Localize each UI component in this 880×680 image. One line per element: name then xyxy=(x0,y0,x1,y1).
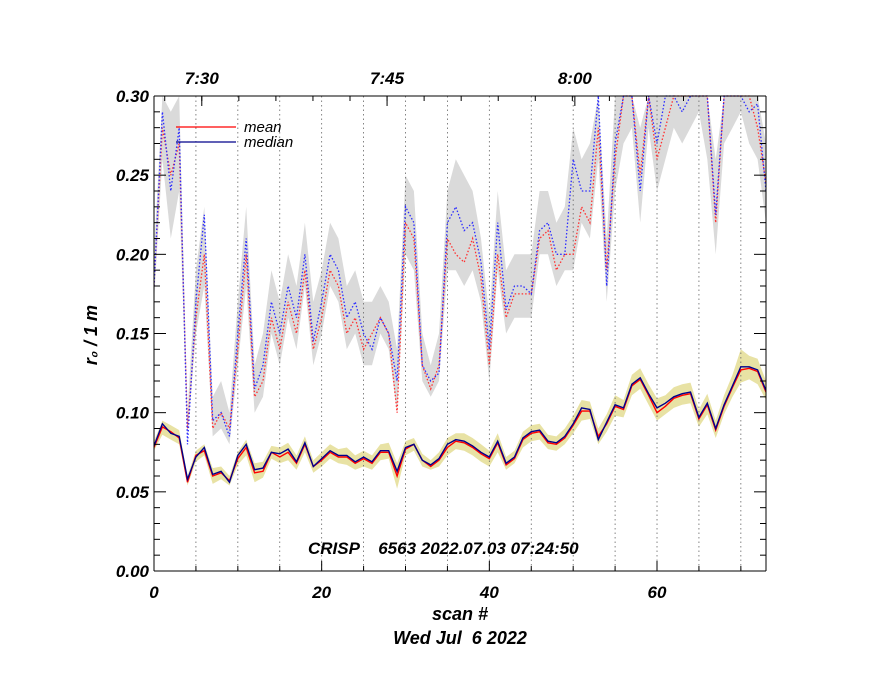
y-tick-label: 0.10 xyxy=(116,404,150,423)
x-tick-label: 60 xyxy=(648,583,667,602)
spread-bands xyxy=(154,96,766,489)
left-mask xyxy=(0,0,154,571)
legend: mean median xyxy=(176,119,293,151)
x-tick-label: 20 xyxy=(311,583,331,602)
top-tick-label: 7:30 xyxy=(185,69,220,88)
y-axis-label: r₀ / 1 m xyxy=(81,305,101,365)
x-tick-label: 40 xyxy=(479,583,499,602)
x-axis-sublabel: Wed Jul 6 2022 xyxy=(393,628,527,648)
series-mean xyxy=(153,367,767,483)
x-tick-label: 0 xyxy=(149,583,159,602)
y-tick-label: 0.20 xyxy=(116,245,150,264)
axes: 0 20 40 60 0.00 0.05 0.10 0.15 0.20 0.25 0.30 7:30 7… xyxy=(0,0,880,602)
y-tick-label: 0.15 xyxy=(116,325,150,344)
series-median xyxy=(153,366,767,484)
y-tick-label: 0.25 xyxy=(116,166,150,185)
series-upper-median xyxy=(153,95,767,445)
top-tick-label: 7:45 xyxy=(370,69,405,88)
y-tick-label: 0.05 xyxy=(116,483,150,502)
y-tick-label: 0.00 xyxy=(116,562,150,581)
top-tick-label: 8:00 xyxy=(558,69,593,88)
instrument-annotation: CRISP 6563 2022.07.03 07:24:50 xyxy=(308,539,579,558)
y-tick-label: 0.30 xyxy=(116,87,150,106)
legend-mean-label: mean xyxy=(244,119,282,136)
band-lower-spread xyxy=(154,349,766,489)
x-axis-label: scan # xyxy=(432,604,488,624)
series-upper-mean xyxy=(153,95,767,431)
legend-median-label: median xyxy=(244,134,293,151)
data-series xyxy=(153,95,767,484)
right-mask xyxy=(766,0,880,571)
